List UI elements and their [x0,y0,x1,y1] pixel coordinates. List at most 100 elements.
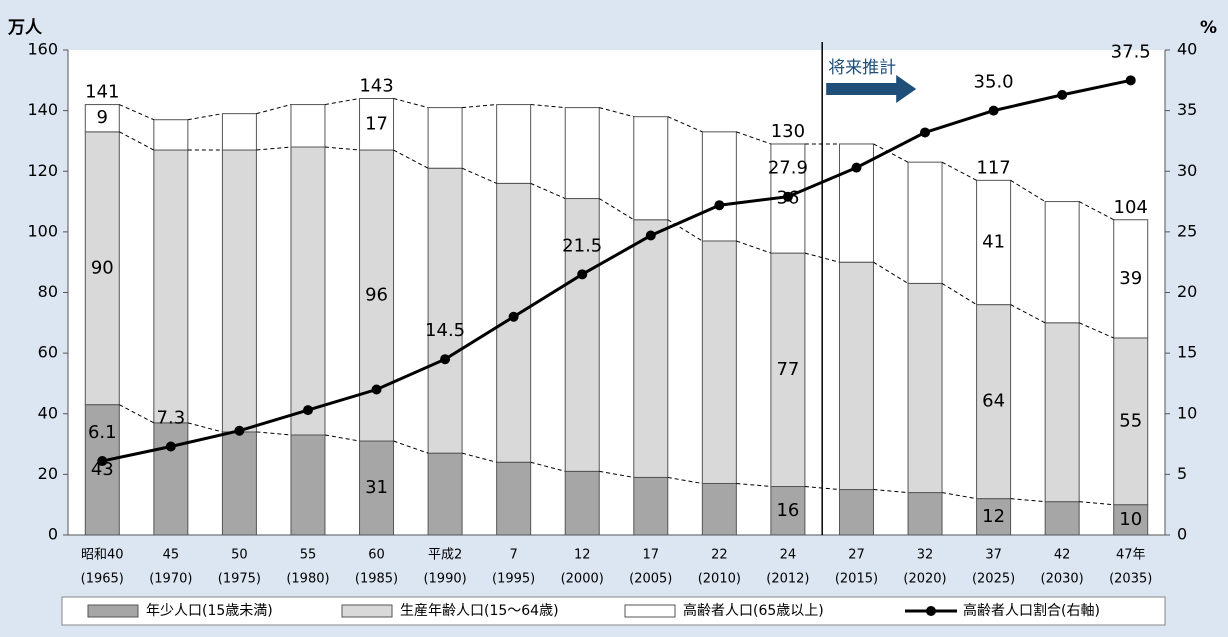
x-tick-label: 37 [985,548,1002,563]
connector-line [736,240,772,254]
line-point [714,200,725,211]
bar-segment [153,119,189,151]
bar-value-label: 43 [91,459,114,480]
x-tick-sublabel: (1985) [355,572,398,587]
bar-segment [290,146,326,436]
legend [61,596,1166,626]
connector-line [530,182,566,199]
bar-segment [907,161,943,284]
x-tick-sublabel: (1995) [492,572,535,587]
bar-segment [770,486,806,536]
bar-segment [221,149,257,433]
bar-value-label: 64 [982,391,1005,412]
y2-unit: % [1200,18,1217,38]
bar-segment [290,434,326,536]
line-point [165,441,176,452]
bar-segment [633,116,669,221]
connector-line [530,461,566,472]
bar-value-label: 9 [97,107,108,128]
x-tick-sublabel: (2030) [1041,572,1084,587]
total-label: 143 [359,76,393,97]
x-tick-sublabel: (1970) [149,572,192,587]
bar-segment [290,104,326,148]
y2-tick-label: 0 [1177,525,1187,544]
bar-segment [359,98,395,151]
bar-segment [838,489,874,536]
bar-segment [701,482,737,536]
y2-tick-label: 35 [1177,100,1197,119]
bar-segment [427,167,463,454]
connector-line [187,113,223,121]
line-point [988,105,999,116]
connector-line [461,452,497,463]
line-value-label: 21.5 [562,235,602,256]
x-tick-label: 27 [848,548,865,563]
x-tick-label: 60 [368,548,385,563]
bar-segment [770,252,806,487]
y-unit: 万人 [7,18,43,38]
y-tick-label: 140 [27,100,58,119]
legend-point [926,606,936,616]
connector-line [187,422,223,433]
x-tick-label: 12 [574,548,591,563]
x-tick-label: 7 [510,548,518,563]
x-tick-sublabel: (2025) [972,572,1015,587]
x-tick-label: 32 [917,548,934,563]
total-label: 117 [976,157,1010,178]
connector-line [667,476,703,484]
y-tick-label: 100 [27,221,58,240]
x-tick-sublabel: (1980) [286,572,329,587]
bar-segment [84,404,120,536]
connector-line [1078,322,1114,339]
legend-swatch [341,604,393,618]
annotation: 将来推計 [828,58,896,78]
bar-value-label: 17 [365,113,388,134]
line-value-label: 7.3 [157,407,186,428]
y-tick-label: 120 [27,161,58,180]
x-tick-sublabel: (2015) [835,572,878,587]
bar-segment [153,149,189,424]
x-tick-label: 55 [300,548,317,563]
x-tick-label: 45 [163,548,180,563]
connector-line [393,98,429,109]
connector-line [941,492,977,500]
x-tick-label: 47年 [1116,548,1146,563]
connector-line [461,167,497,184]
line-value-label: 14.5 [425,320,465,341]
connector-line [324,98,360,106]
legend-swatch [87,604,139,618]
bar-segment [221,113,257,151]
x-tick-label: 17 [643,548,660,563]
bar-segment [84,104,120,133]
legend-swatch [624,604,676,618]
x-tick-label: 昭和40 [81,548,124,563]
line-value-label: 6.1 [88,422,117,443]
bar-segment [1044,501,1080,536]
bar-segment [1113,337,1149,506]
x-tick-label: 24 [780,548,797,563]
bar-segment [84,131,120,406]
x-tick-sublabel: (1965) [81,572,124,587]
bar-segment [633,219,669,478]
bar-value-label: 55 [1119,410,1142,431]
bar-segment [1044,322,1080,503]
x-tick-label: 22 [711,548,728,563]
line-point [508,311,519,322]
bar-value-label: 39 [1119,268,1142,289]
y2-tick-label: 20 [1177,282,1197,301]
line-point [440,354,451,365]
connector-line [462,104,497,109]
bar-segment [838,261,874,491]
x-tick-sublabel: (2035) [1109,572,1152,587]
legend-label: 年少人口(15歳未満) [146,603,273,619]
line-value-label: 27.9 [768,158,808,179]
bar-segment [907,492,943,536]
total-label: 104 [1114,197,1148,218]
x-tick-sublabel: (2012) [766,572,809,587]
connector-line [324,146,360,151]
connector-line [256,431,292,436]
y2-tick-label: 25 [1177,221,1197,240]
line-value-label: 37.5 [1111,41,1151,62]
y2-tick-label: 30 [1177,161,1197,180]
